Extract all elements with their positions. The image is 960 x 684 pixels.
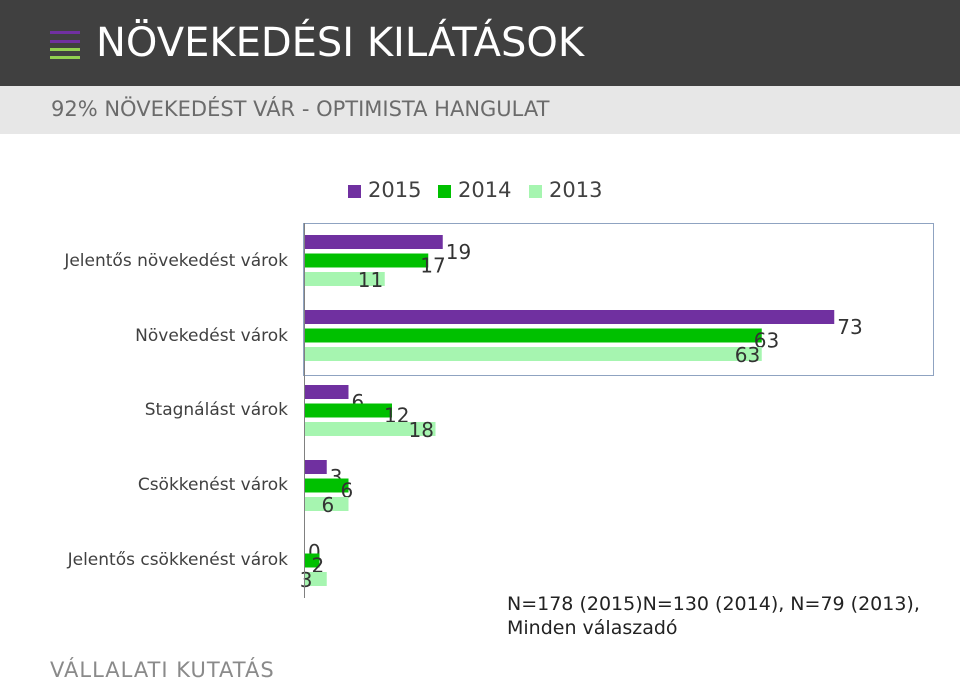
sample-note: N=178 (2015)N=130 (2014), N=79 (2013), M…: [507, 592, 920, 640]
bar-2013-0: [305, 272, 385, 286]
bar-2015-0: [305, 235, 443, 249]
menu-icon: [50, 31, 80, 61]
category-axis: [304, 223, 305, 598]
bar-2013-4: [305, 572, 327, 586]
data-label-2015-0: 19: [446, 240, 471, 264]
highlight-frame: [303, 223, 934, 376]
category-label-stagnation: Stagnálást várok: [144, 400, 288, 420]
sample-note-line1: N=178 (2015)N=130 (2014), N=79 (2013),: [507, 593, 920, 615]
legend-label-2013: 2013: [549, 178, 603, 202]
bar-2015-3: [305, 460, 327, 474]
footer-label: VÁLLALATI KUTATÁS: [50, 658, 275, 682]
bar-2015-1: [305, 310, 835, 324]
category-label-decline: Csökkenést várok: [137, 475, 288, 495]
bar-2014-0: [305, 253, 429, 268]
page-title: NÖVEKEDÉSI KILÁTÁSOK: [96, 20, 585, 66]
data-label-2013-0: 11: [358, 268, 383, 292]
data-label-2013-3: 6: [322, 493, 335, 517]
header-bar: NÖVEKEDÉSI KILÁTÁSOK: [0, 0, 960, 86]
bar-2013-3: [305, 497, 349, 511]
legend-swatch-2015: [348, 185, 361, 198]
page-subtitle: 92% NÖVEKEDÉST VÁR - OPTIMISTA HANGULAT: [51, 97, 550, 121]
bar-2014-2: [305, 403, 392, 418]
legend-label-2014: 2014: [458, 178, 512, 202]
data-label-2014-3: 6: [341, 479, 354, 503]
data-label-2013-1: 63: [735, 343, 760, 367]
bar-2014-3: [305, 478, 349, 493]
category-label-significant-decline: Jelentős csökkenést várok: [67, 550, 288, 570]
bar-2014-1: [305, 328, 762, 343]
legend-swatch-2013: [529, 185, 542, 198]
subtitle-bar: [0, 86, 960, 134]
data-label-2014-4: 2: [312, 554, 325, 578]
sample-note-line2: Minden válaszadó: [507, 617, 678, 639]
data-label-2013-4: 3: [300, 568, 313, 592]
bar-2014-4: [305, 553, 320, 568]
legend-swatch-2014: [438, 185, 451, 198]
data-label-2015-1: 73: [837, 315, 862, 339]
bar-2013-1: [305, 347, 762, 361]
data-label-2014-0: 17: [420, 254, 445, 278]
bar-2013-2: [305, 422, 436, 436]
legend-label-2015: 2015: [368, 178, 422, 202]
data-label-2013-2: 18: [409, 418, 434, 442]
category-label-growth: Növekedést várok: [135, 326, 288, 346]
bar-2015-2: [305, 385, 349, 399]
category-label-significant-growth: Jelentős növekedést várok: [64, 251, 288, 271]
